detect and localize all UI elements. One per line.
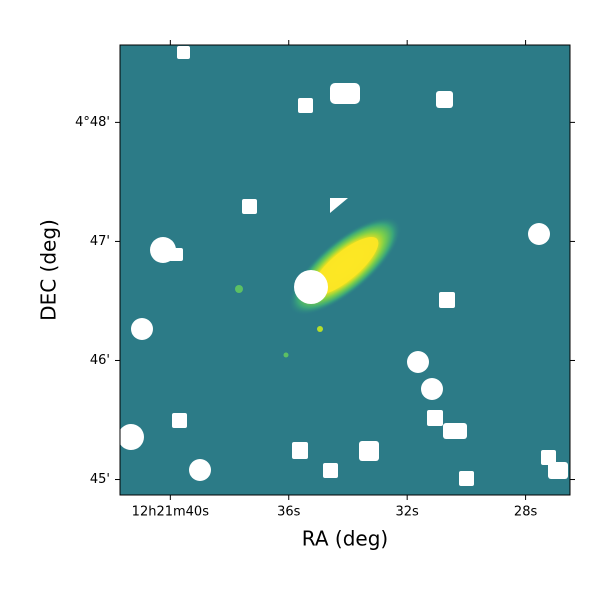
masks (120, 46, 568, 486)
y-axis-label: DEC (deg) (37, 219, 61, 321)
sky-image (120, 45, 570, 495)
y-tick-label: 47' (90, 234, 110, 249)
y-tick-label: 45' (90, 472, 110, 487)
axes-frame (119, 44, 571, 496)
x-tick-label: 12h21m40s (132, 505, 210, 520)
y-tick-label: 46' (90, 353, 110, 368)
x-tick-label: 32s (396, 505, 420, 520)
y-tick-label: 4°48' (75, 115, 110, 130)
x-axis-label: RA (deg) (302, 527, 388, 551)
x-tick-label: 36s (277, 505, 301, 520)
x-tick-label: 28s (514, 505, 538, 520)
